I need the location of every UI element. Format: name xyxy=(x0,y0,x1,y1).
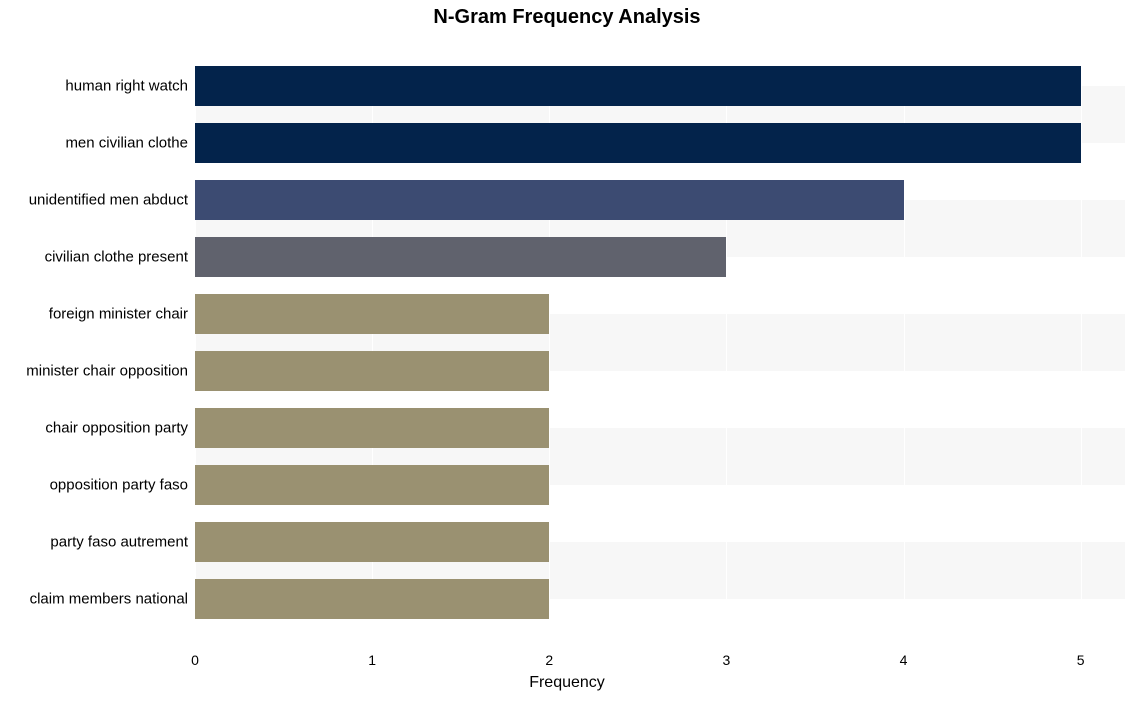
y-axis-label: claim members national xyxy=(0,590,188,607)
bar xyxy=(195,579,549,619)
x-axis-tick: 2 xyxy=(545,652,553,668)
y-axis-label: opposition party faso xyxy=(0,476,188,493)
bar xyxy=(195,123,1081,163)
ngram-frequency-chart: N-Gram Frequency Analysis Frequency huma… xyxy=(0,0,1134,701)
bar xyxy=(195,180,904,220)
y-axis-label: foreign minister chair xyxy=(0,305,188,322)
x-axis-title: Frequency xyxy=(0,674,1134,692)
y-axis-label: unidentified men abduct xyxy=(0,191,188,208)
y-axis-label: civilian clothe present xyxy=(0,248,188,265)
y-axis-label: minister chair opposition xyxy=(0,362,188,379)
bar xyxy=(195,465,549,505)
bar xyxy=(195,351,549,391)
chart-title: N-Gram Frequency Analysis xyxy=(0,6,1134,29)
x-axis-tick: 4 xyxy=(900,652,908,668)
x-axis-tick: 3 xyxy=(723,652,731,668)
y-axis-label: men civilian clothe xyxy=(0,134,188,151)
bar xyxy=(195,66,1081,106)
plot-area xyxy=(195,35,1125,645)
gridline xyxy=(1081,35,1082,645)
bar xyxy=(195,522,549,562)
y-axis-label: party faso autrement xyxy=(0,533,188,550)
x-axis-tick: 0 xyxy=(191,652,199,668)
x-axis-tick: 5 xyxy=(1077,652,1085,668)
bar xyxy=(195,408,549,448)
bar xyxy=(195,237,726,277)
bar xyxy=(195,294,549,334)
y-axis-label: human right watch xyxy=(0,77,188,94)
x-axis-tick: 1 xyxy=(368,652,376,668)
y-axis-label: chair opposition party xyxy=(0,419,188,436)
